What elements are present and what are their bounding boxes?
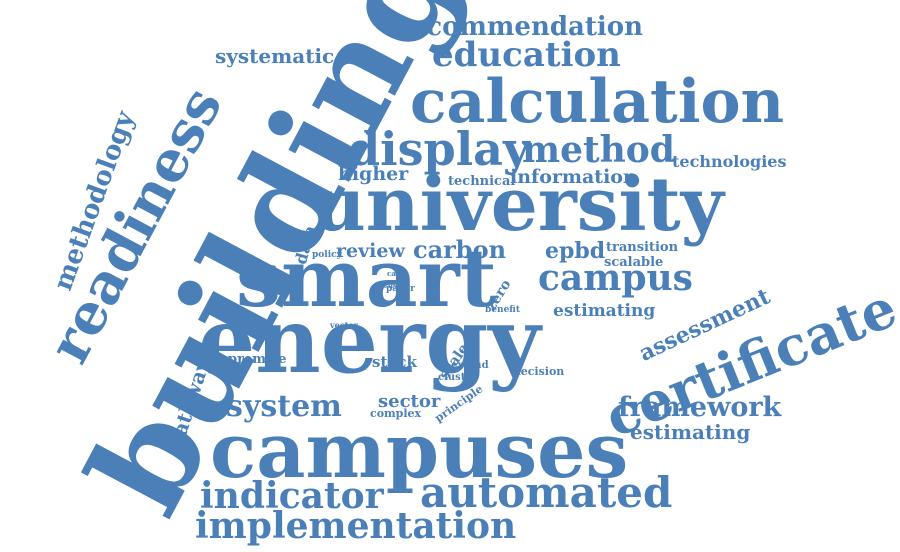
word-review: review [336, 240, 405, 262]
word-benefit: benefit [485, 305, 520, 315]
word-campuses: campuses [210, 406, 629, 495]
word-sector: sector [378, 391, 441, 412]
word-policy: policy [312, 250, 342, 260]
word-scalable: scalable [604, 255, 664, 270]
word-implementation: implementation [195, 505, 517, 547]
word-technical: estimating [553, 301, 656, 321]
word-system: system [226, 389, 342, 424]
word-recommendation: recommendation [396, 12, 644, 42]
word-carbon: carbon [413, 235, 507, 264]
word-complex: complex [370, 407, 422, 420]
word-method: method [522, 129, 675, 171]
word-campus: campus [538, 257, 693, 299]
word-information: information [510, 166, 637, 188]
word-case: case [387, 269, 405, 278]
word-systematic: systematic [215, 44, 335, 68]
word-stock: technical [448, 174, 516, 189]
word-display: display [348, 122, 530, 176]
word-epbd: epbd [545, 238, 606, 264]
word-framework: framework [618, 392, 782, 423]
word-transition: transition [606, 240, 679, 255]
word-estimating: estimating [630, 420, 751, 444]
word-study: stock [372, 353, 417, 371]
word-premise: premise [228, 352, 287, 367]
word-education: education [432, 35, 621, 75]
word-paper: paper [386, 284, 415, 294]
word-calculation: calculation [410, 67, 785, 137]
word-technologies: technologies [672, 152, 787, 171]
word-smart: smart [236, 231, 497, 325]
word-university: university [312, 162, 724, 248]
word-indicator: indicator [200, 475, 384, 517]
word-cluster: cluster [438, 372, 478, 383]
word-extend: extend [451, 360, 489, 371]
word-automated: automated [420, 468, 673, 517]
word-energy: energy [198, 288, 541, 394]
word-vector: vector [330, 320, 358, 330]
word-focus: focus [376, 281, 397, 290]
word-higher: higher [338, 163, 409, 185]
word-decision: decision [513, 365, 565, 378]
